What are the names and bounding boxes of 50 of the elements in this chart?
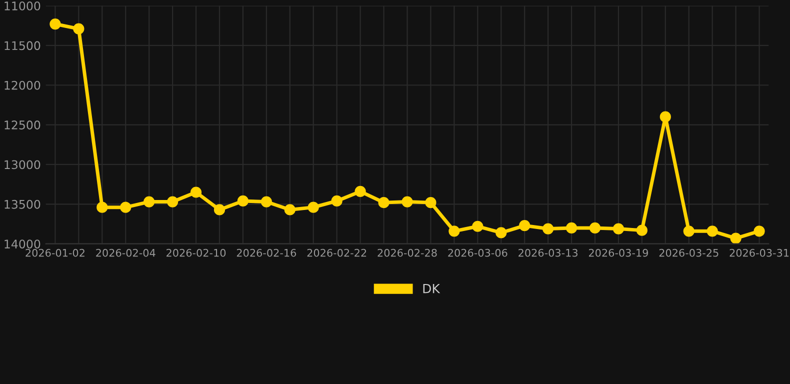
y-tick-label: 12500 xyxy=(4,120,40,130)
x-tick-label: 2026-02-28 xyxy=(378,248,437,257)
point xyxy=(472,220,484,232)
point xyxy=(402,196,413,208)
point xyxy=(144,196,155,208)
y-tick-label: 11500 xyxy=(4,41,40,50)
x-tick-label: 2026-02-16 xyxy=(236,248,296,257)
point xyxy=(50,18,61,30)
point xyxy=(706,226,718,237)
x-tick-label: 2026-03-06 xyxy=(448,248,508,257)
point xyxy=(660,111,671,122)
point xyxy=(284,204,296,216)
point xyxy=(354,186,366,198)
point xyxy=(496,227,507,238)
y-tick-label: 11000 xyxy=(4,1,40,10)
point xyxy=(73,23,84,34)
point xyxy=(683,226,694,237)
point xyxy=(190,186,202,198)
point xyxy=(260,196,272,208)
y-tick-label: 13500 xyxy=(4,200,40,209)
x-tick-label: 2026-02-04 xyxy=(96,248,156,257)
point xyxy=(519,220,530,232)
point xyxy=(448,226,460,237)
point xyxy=(96,202,108,213)
x-tick-label: 2026-01-02 xyxy=(26,248,84,257)
point xyxy=(636,224,648,236)
legend-label: DK xyxy=(423,284,440,294)
y-tick-label: 13000 xyxy=(4,160,40,170)
point xyxy=(166,196,178,208)
point xyxy=(589,222,601,234)
point xyxy=(730,232,742,244)
y-tick-label: 14000 xyxy=(4,240,40,248)
x-tick-label: 2026-03-13 xyxy=(518,248,578,257)
y-tick-label: 12000 xyxy=(4,80,40,90)
x-tick-label: 2026-02-10 xyxy=(166,248,226,257)
point xyxy=(308,202,319,213)
point xyxy=(754,226,765,237)
point xyxy=(566,222,578,234)
x-tick-label: 2026-03-25 xyxy=(659,248,718,257)
point xyxy=(214,204,226,216)
x-tick-label: 2026-03-31 xyxy=(730,248,789,257)
point xyxy=(331,195,342,207)
point xyxy=(425,197,436,208)
x-tick-label: 2026-02-22 xyxy=(307,248,366,257)
point xyxy=(612,223,624,234)
x-tick-label: 2026-03-19 xyxy=(588,248,648,257)
point xyxy=(120,202,132,213)
point xyxy=(542,223,554,234)
point xyxy=(237,195,249,207)
point xyxy=(378,197,390,208)
